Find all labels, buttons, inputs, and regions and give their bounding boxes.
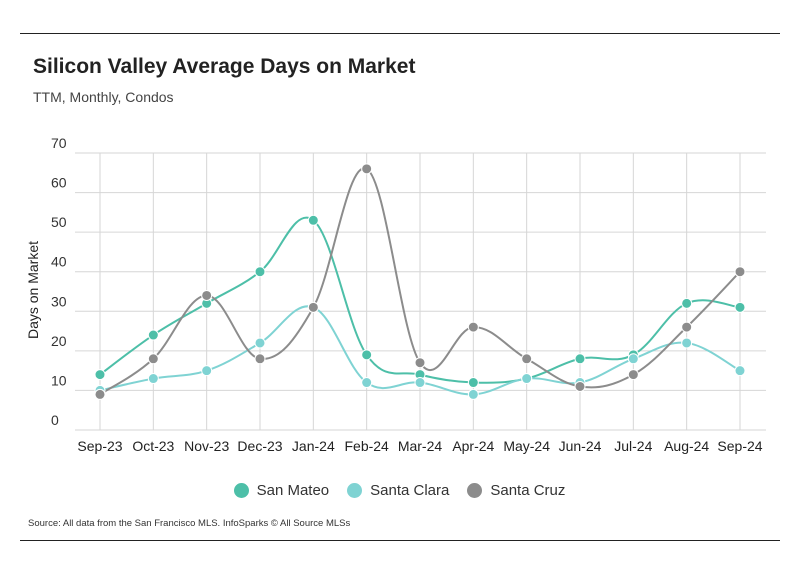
legend-item: Santa Clara	[347, 482, 449, 499]
y-tick-label: 20	[51, 333, 67, 349]
data-point-santa-clara	[201, 365, 213, 377]
data-point-santa-clara	[467, 388, 479, 400]
legend-item: Santa Cruz	[467, 482, 565, 499]
y-tick-label: 0	[51, 412, 59, 428]
data-point-santa-clara	[414, 377, 426, 389]
data-point-san-mateo	[734, 301, 746, 313]
x-tick-label: Feb-24	[344, 438, 389, 454]
data-point-santa-cruz	[147, 353, 159, 365]
series-points	[94, 163, 746, 400]
data-point-santa-clara	[734, 365, 746, 377]
y-tick-label: 40	[51, 254, 67, 270]
x-tick-label: Aug-24	[664, 438, 709, 454]
top-rule	[20, 33, 780, 34]
x-tick-label: Dec-23	[237, 438, 282, 454]
data-point-santa-cruz	[201, 289, 213, 301]
data-point-santa-clara	[681, 337, 693, 349]
legend-swatch	[233, 483, 249, 498]
x-tick-label: Jun-24	[559, 438, 602, 454]
y-tick-label: 30	[51, 293, 67, 309]
data-point-santa-cruz	[94, 388, 106, 400]
x-tick-label: Nov-23	[184, 438, 229, 454]
data-point-san-mateo	[94, 369, 106, 381]
data-point-santa-cruz	[521, 353, 533, 365]
x-tick-label: May-24	[503, 438, 550, 454]
data-point-santa-cruz	[254, 353, 266, 365]
y-tick-label: 70	[51, 135, 67, 151]
legend-label: Santa Cruz	[490, 482, 566, 499]
data-point-san-mateo	[307, 214, 319, 226]
data-point-santa-clara	[147, 373, 159, 385]
data-point-san-mateo	[254, 266, 266, 278]
data-point-santa-cruz	[681, 321, 693, 333]
legend-label: Santa Clara	[370, 482, 450, 499]
data-point-santa-clara	[627, 353, 639, 365]
y-axis-ticks: 0 10 20 30 40 50 60 70	[51, 135, 67, 428]
y-tick-label: 10	[51, 372, 67, 388]
x-tick-label: Oct-23	[132, 438, 174, 454]
data-point-santa-cruz	[574, 380, 586, 392]
data-point-santa-cruz	[734, 266, 746, 278]
data-point-san-mateo	[147, 329, 159, 341]
legend-label: San Mateo	[256, 482, 330, 499]
x-tick-label: Jan-24	[292, 438, 335, 454]
data-point-santa-cruz	[414, 357, 426, 369]
data-point-san-mateo	[467, 377, 479, 389]
legend-item: San Mateo	[233, 482, 330, 499]
x-tick-label: Apr-24	[452, 438, 494, 454]
chart-subtitle: TTM, Monthly, Condos	[33, 89, 174, 105]
x-tick-label: Sep-24	[717, 438, 762, 454]
grid	[75, 152, 766, 431]
data-point-santa-clara	[361, 377, 373, 389]
y-tick-label: 50	[51, 214, 67, 230]
legend-swatch	[467, 483, 483, 498]
legend: San Mateo Santa Clara Santa Cruz	[0, 482, 799, 499]
chart-title: Silicon Valley Average Days on Market	[33, 55, 416, 78]
data-point-san-mateo	[361, 349, 373, 361]
bottom-rule	[20, 540, 780, 541]
y-axis-label: Days on Market	[25, 241, 41, 339]
data-point-santa-cruz	[307, 301, 319, 313]
data-point-san-mateo	[574, 353, 586, 365]
source-note: Source: All data from the San Francisco …	[28, 518, 351, 529]
data-point-santa-clara	[521, 373, 533, 385]
data-point-santa-cruz	[627, 369, 639, 381]
x-tick-label: Sep-23	[77, 438, 122, 454]
data-point-santa-clara	[254, 337, 266, 349]
y-tick-label: 60	[51, 175, 67, 191]
data-point-santa-cruz	[361, 163, 373, 175]
data-point-san-mateo	[681, 297, 693, 309]
x-tick-label: Mar-24	[398, 438, 443, 454]
x-axis-ticks: Sep-23 Oct-23 Nov-23 Dec-23 Jan-24 Feb-24 Mar-…	[77, 438, 762, 454]
data-point-santa-cruz	[467, 321, 479, 333]
legend-swatch	[347, 483, 363, 498]
x-tick-label: Jul-24	[614, 438, 652, 454]
